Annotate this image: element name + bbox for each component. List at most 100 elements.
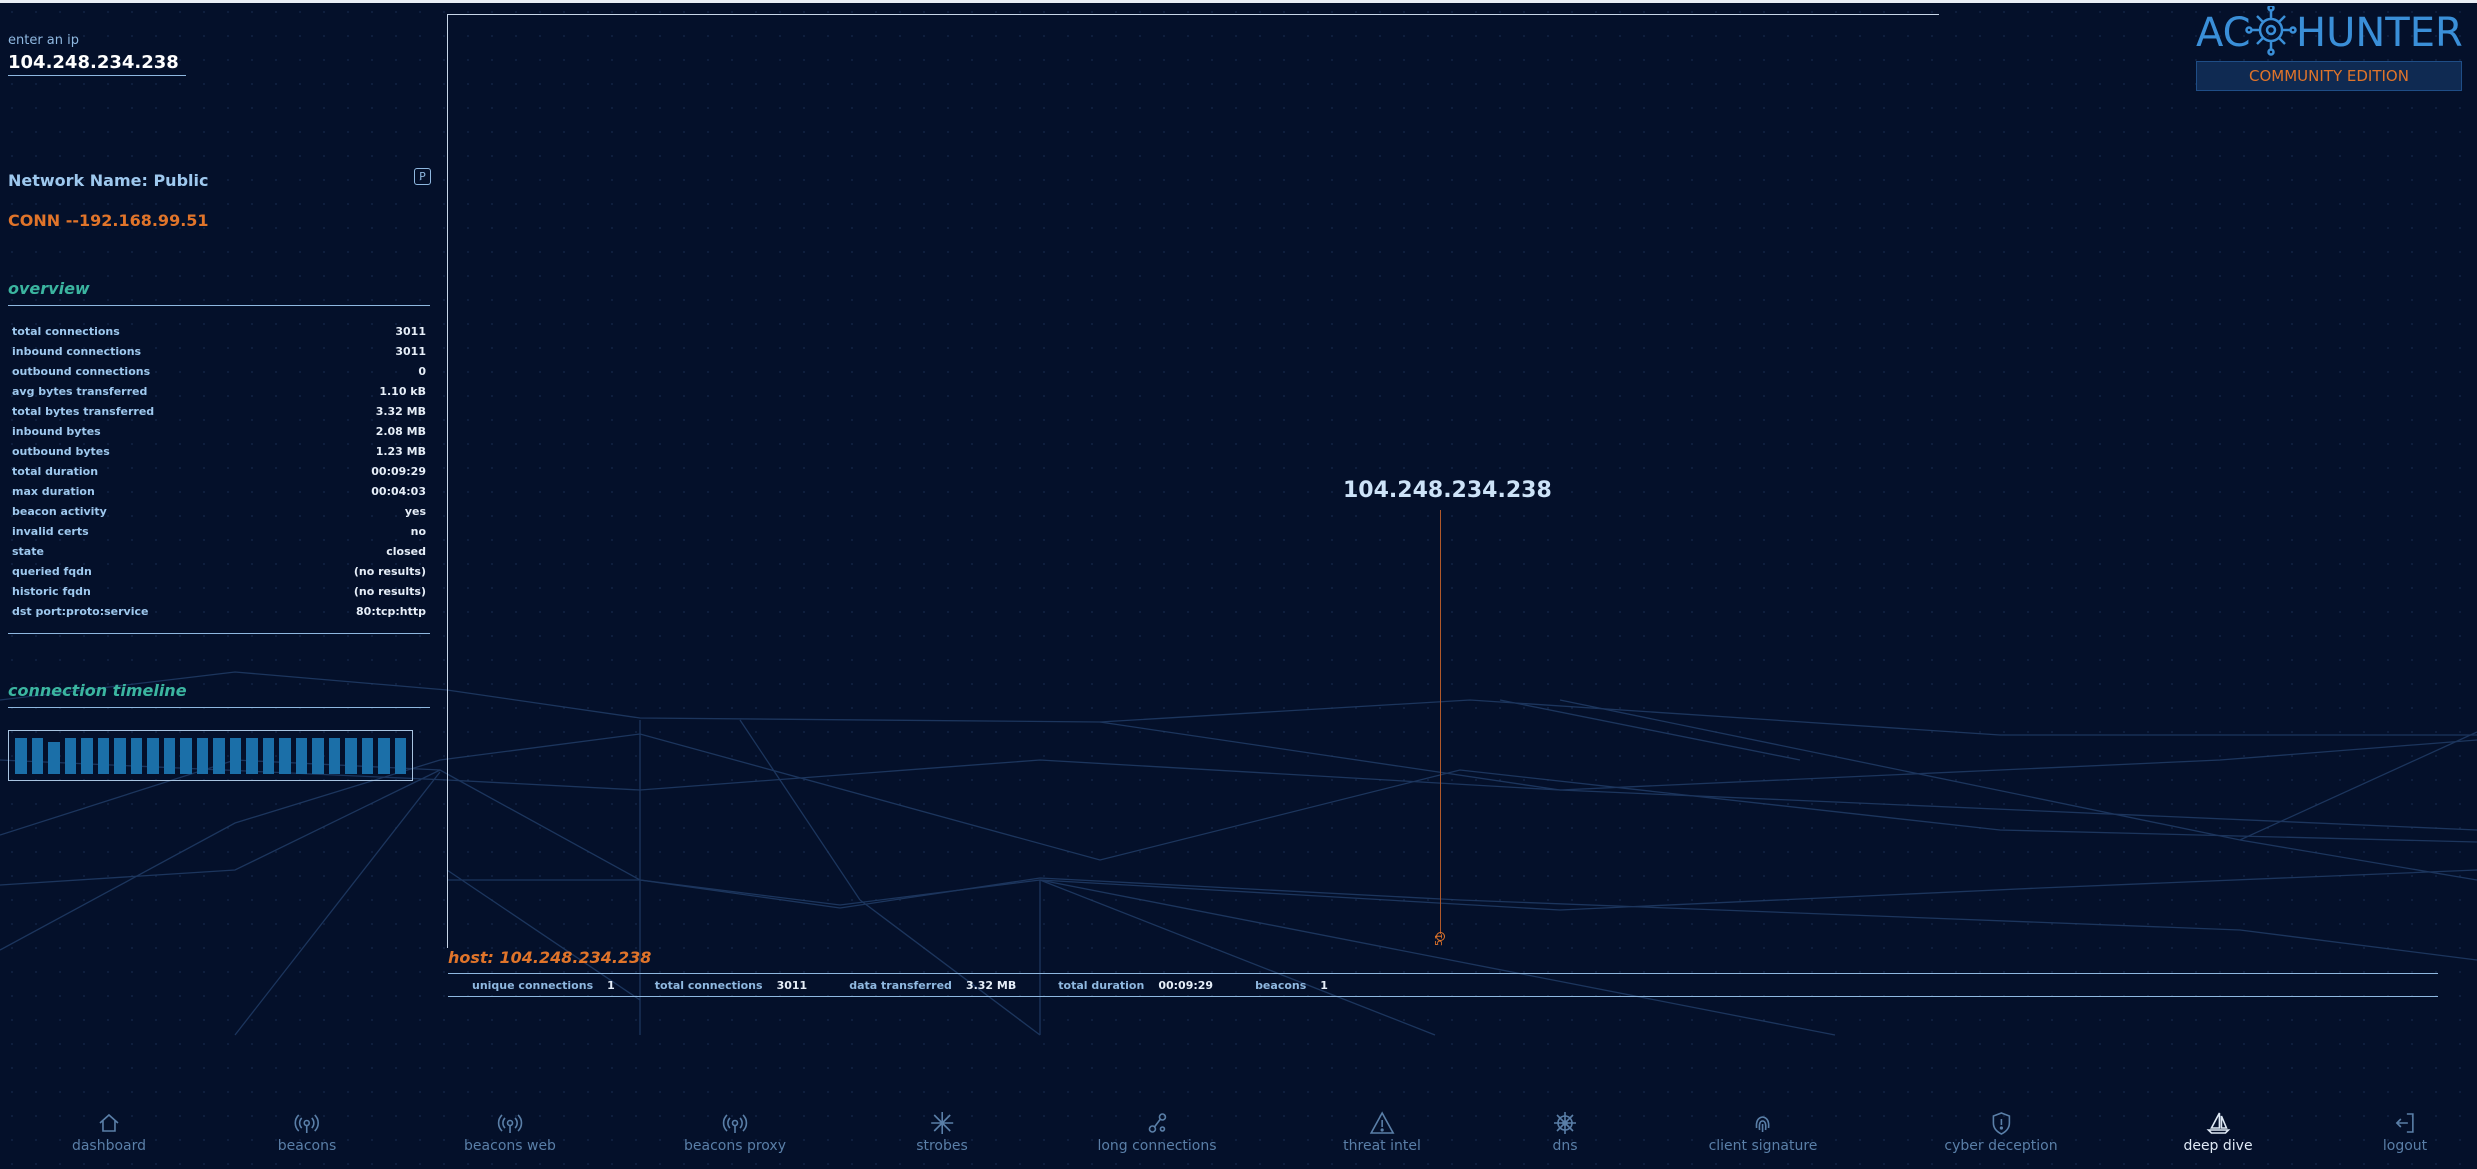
overview-row-key: beacon activity: [12, 505, 107, 518]
timeline-bar[interactable]: [213, 738, 225, 774]
timeline-bar[interactable]: [312, 738, 324, 774]
summary-key: data transferred: [849, 978, 952, 992]
connection-timeline-chart[interactable]: [8, 730, 413, 781]
summary-key: beacons: [1255, 978, 1307, 992]
overview-row: outbound connections 0: [12, 362, 426, 382]
overview-row: total duration 00:09:29: [12, 462, 426, 482]
nav-item-logout[interactable]: logout: [2383, 1110, 2427, 1154]
broadcast-web-icon: [464, 1110, 556, 1136]
nav-item-dns[interactable]: dns: [1552, 1110, 1578, 1154]
timeline-bar[interactable]: [15, 738, 27, 774]
nav-label: dns: [1552, 1138, 1578, 1154]
timeline-bar[interactable]: [64, 738, 76, 774]
overview-title: overview: [8, 279, 90, 298]
logo-text-right: HUNTER: [2296, 10, 2462, 56]
overview-row: beacon activity yes: [12, 502, 426, 522]
graph-node-dot[interactable]: [1436, 932, 1445, 941]
timeline-bar[interactable]: [229, 738, 241, 774]
graph-frame-top: [447, 14, 1939, 15]
graph-node-stem: [1440, 510, 1441, 934]
overview-row-value: 00:04:03: [371, 485, 426, 498]
overview-row-key: outbound connections: [12, 365, 151, 378]
nav-label: deep dive: [2183, 1138, 2253, 1154]
warning-icon: [1343, 1110, 1421, 1136]
nav-item-cyber-deception[interactable]: cyber deception: [1944, 1110, 2058, 1154]
timeline-bar[interactable]: [180, 738, 192, 774]
nav-item-strobes[interactable]: strobes: [916, 1110, 968, 1154]
timeline-bar[interactable]: [378, 738, 390, 774]
overview-row-value: 3011: [395, 325, 426, 338]
timeline-bar[interactable]: [361, 738, 373, 774]
overview-row: outbound bytes 1.23 MB: [12, 442, 426, 462]
nav-item-client-signature[interactable]: client signature: [1709, 1110, 1817, 1154]
timeline-bar[interactable]: [130, 738, 142, 774]
overview-row-key: queried fqdn: [12, 565, 92, 578]
overview-row-value: (no results): [353, 585, 426, 598]
overview-row-key: inbound connections: [12, 345, 142, 358]
logo-graphic: AC HUNTER: [2196, 4, 2463, 56]
summary-key: total connections: [654, 978, 763, 992]
overview-row-value: closed: [386, 545, 426, 558]
timeline-bar[interactable]: [114, 738, 126, 774]
nav-item-beacons[interactable]: beacons: [278, 1110, 337, 1154]
timeline-bar[interactable]: [328, 738, 340, 774]
nav-label: cyber deception: [1944, 1138, 2058, 1154]
timeline-bar[interactable]: [97, 738, 109, 774]
summary-item: data transferred 3.32 MB: [849, 979, 1016, 992]
timeline-bar[interactable]: [394, 738, 406, 774]
nav-item-long-connections[interactable]: long connections: [1097, 1110, 1217, 1154]
shield-icon: [1944, 1110, 2057, 1136]
timeline-title: connection timeline: [8, 681, 187, 700]
timeline-bar[interactable]: [196, 738, 208, 774]
overview-row-key: state: [12, 545, 44, 558]
nav-label: long connections: [1097, 1138, 1217, 1154]
overview-row-key: invalid certs: [12, 525, 89, 538]
overview-row-key: max duration: [12, 485, 95, 498]
summary-item: unique connections 1: [472, 979, 615, 992]
overview-table: total connections 3011 inbound connections…: [12, 322, 426, 622]
timeline-bar[interactable]: [48, 742, 60, 774]
nav-label: beacons proxy: [684, 1138, 786, 1154]
broadcast-icon: [278, 1110, 337, 1136]
ip-search-label: enter an ip: [8, 33, 80, 48]
network-badge[interactable]: P: [414, 168, 431, 185]
nav-item-deep-dive[interactable]: deep dive: [2183, 1110, 2253, 1154]
overview-row: inbound bytes 2.08 MB: [12, 422, 426, 442]
overview-row-key: outbound bytes: [12, 445, 110, 458]
timeline-bar[interactable]: [163, 738, 175, 774]
bottom-nav: dashboard beacons beacons web beacons proxy…: [0, 1110, 2477, 1165]
overview-row: total connections 3011: [12, 322, 426, 342]
nav-label: logout: [2382, 1138, 2428, 1154]
nav-item-dashboard[interactable]: dashboard: [72, 1110, 146, 1154]
timeline-bar[interactable]: [345, 738, 357, 774]
timeline-bar[interactable]: [295, 738, 307, 774]
timeline-bar[interactable]: [31, 738, 43, 774]
overview-row: inbound connections 3011: [12, 342, 426, 362]
nav-item-threat-intel[interactable]: threat intel: [1343, 1110, 1421, 1154]
conn-label: CONN --192.168.99.51: [8, 211, 209, 230]
summary-key: unique connections: [472, 978, 594, 992]
timeline-bar[interactable]: [147, 738, 159, 774]
strobe-icon: [916, 1110, 968, 1136]
timeline-bar[interactable]: [81, 738, 93, 774]
summary-value: 1: [1320, 978, 1328, 992]
overview-row: avg bytes transferred 1.10 kB: [12, 382, 426, 402]
timeline-bar[interactable]: [262, 738, 274, 774]
nav-item-beacons-proxy[interactable]: beacons proxy: [684, 1110, 786, 1154]
nav-label: beacons web: [464, 1138, 556, 1154]
overview-row-value: (no results): [353, 565, 426, 578]
overview-row-key: historic fqdn: [12, 585, 91, 598]
timeline-bar[interactable]: [246, 738, 258, 774]
logo-text-left: AC: [2196, 10, 2251, 56]
overview-row-key: inbound bytes: [12, 425, 101, 438]
summary-key: total duration: [1058, 978, 1145, 992]
graph-frame-left: [447, 14, 448, 948]
overview-rule: [8, 305, 430, 306]
nodes-icon: [1097, 1110, 1216, 1136]
overview-row-value: 1.10 kB: [379, 385, 426, 398]
nav-item-beacons-web[interactable]: beacons web: [464, 1110, 556, 1154]
graph-node-label[interactable]: 104.248.234.238: [1343, 478, 1552, 503]
timeline-bar[interactable]: [279, 738, 291, 774]
ip-search-input[interactable]: [8, 49, 186, 76]
